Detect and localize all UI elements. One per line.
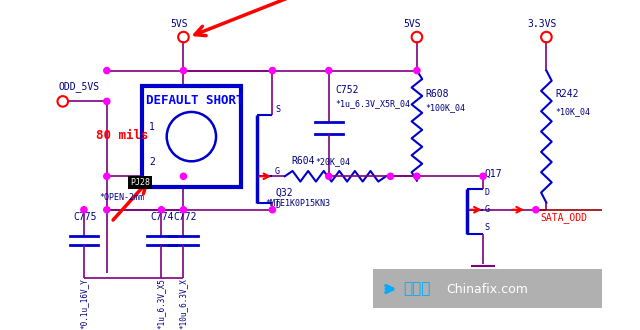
Text: C752: C752	[336, 84, 359, 95]
Text: R604: R604	[292, 156, 316, 166]
Text: R608: R608	[426, 89, 449, 99]
Text: 2: 2	[149, 157, 155, 167]
Text: *10K_04: *10K_04	[556, 108, 590, 116]
Circle shape	[269, 67, 275, 74]
Circle shape	[414, 67, 420, 74]
Text: *10u_6.3V_X: *10u_6.3V_X	[179, 279, 188, 329]
Text: *1u_6.3V_X5R_04: *1u_6.3V_X5R_04	[336, 99, 411, 108]
Text: ODD_5VS: ODD_5VS	[58, 81, 99, 92]
Text: *MTE1K0P15KN3: *MTE1K0P15KN3	[266, 199, 330, 208]
Circle shape	[480, 173, 486, 180]
Text: *OPEN-2mm: *OPEN-2mm	[100, 193, 145, 202]
Circle shape	[532, 207, 539, 213]
Text: *20K_04: *20K_04	[316, 157, 351, 166]
Text: C774: C774	[151, 212, 174, 222]
Text: C772: C772	[173, 212, 196, 222]
Text: Q17: Q17	[484, 169, 502, 179]
Text: Q32: Q32	[276, 188, 294, 198]
Text: 5VS: 5VS	[170, 18, 188, 28]
Circle shape	[387, 173, 394, 180]
Text: D: D	[484, 188, 490, 197]
Text: PJ28: PJ28	[131, 178, 150, 187]
Text: G: G	[275, 167, 280, 176]
Text: Chinafix.com: Chinafix.com	[446, 282, 528, 296]
Circle shape	[180, 173, 186, 180]
Text: DEFAULT SHORT: DEFAULT SHORT	[147, 94, 244, 107]
Text: *100K_04: *100K_04	[426, 103, 466, 112]
Text: *0.1u_16V_Y: *0.1u_16V_Y	[79, 279, 88, 329]
Text: S: S	[484, 223, 490, 232]
Circle shape	[158, 207, 164, 213]
Circle shape	[326, 67, 332, 74]
Circle shape	[104, 173, 110, 180]
Circle shape	[326, 173, 332, 180]
Circle shape	[180, 67, 186, 74]
Text: R242: R242	[556, 89, 579, 99]
Circle shape	[104, 207, 110, 213]
Text: G: G	[484, 205, 490, 214]
Circle shape	[81, 207, 87, 213]
Text: 3.3VS: 3.3VS	[527, 18, 557, 28]
Text: D: D	[275, 201, 280, 210]
Text: SATA_ODD: SATA_ODD	[540, 212, 588, 223]
Circle shape	[269, 207, 275, 213]
Text: *1u_6.3V_X5: *1u_6.3V_X5	[157, 279, 166, 329]
Text: C775: C775	[74, 212, 97, 222]
FancyBboxPatch shape	[142, 86, 241, 187]
Text: 5VS: 5VS	[404, 18, 421, 28]
Text: 1: 1	[149, 122, 155, 132]
Text: *MTN7002ZHS3: *MTN7002ZHS3	[441, 269, 500, 278]
Text: S: S	[275, 105, 280, 114]
Text: 迅维网: 迅维网	[404, 281, 431, 297]
FancyBboxPatch shape	[373, 269, 602, 309]
Circle shape	[104, 98, 110, 105]
Circle shape	[180, 207, 186, 213]
Circle shape	[414, 173, 420, 180]
Text: 80 mils: 80 mils	[96, 129, 148, 142]
Circle shape	[104, 67, 110, 74]
